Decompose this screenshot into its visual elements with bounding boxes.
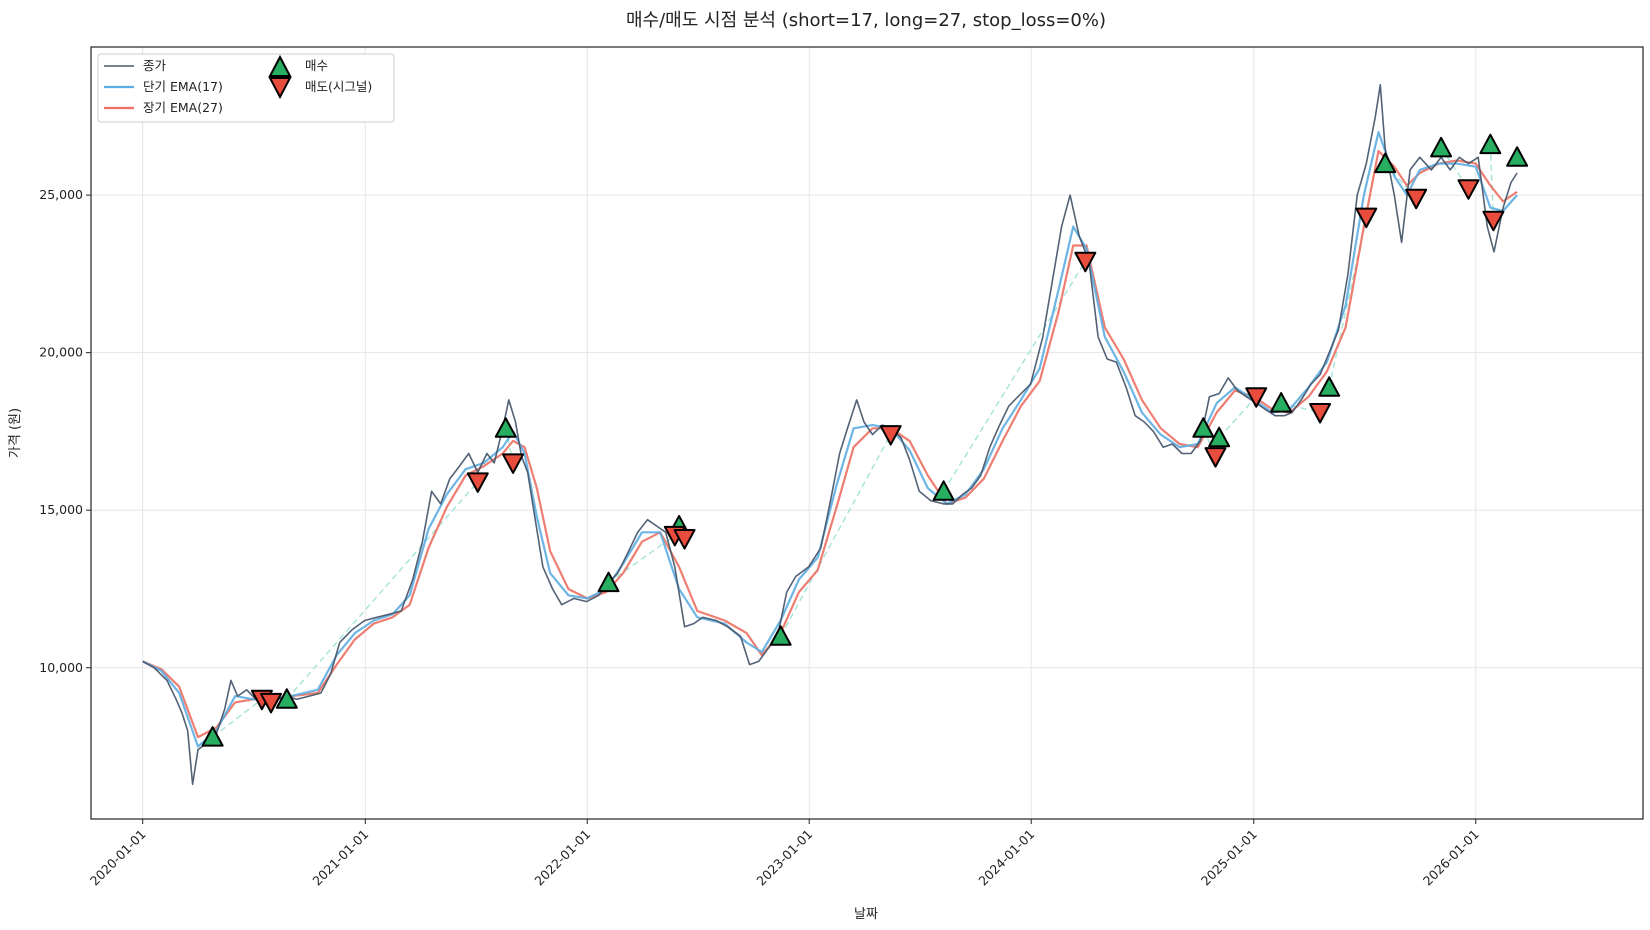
long-ema-line — [142, 149, 1518, 739]
plot-frame — [90, 46, 1644, 820]
legend-sell-marker-icon — [268, 77, 292, 100]
legend-buy-label: 매수 — [305, 58, 328, 73]
legend-sell-label: 매도(시그널) — [305, 79, 372, 94]
trade-link-line — [286, 481, 479, 700]
legend-long-ema-label: 장기 EMA(27) — [143, 100, 223, 115]
buy-marker — [275, 688, 298, 709]
x-tick-label: 2022-01-01 — [531, 827, 593, 889]
sell-marker — [466, 472, 489, 493]
trade-links — [212, 144, 1495, 738]
y-axis-label: 가격 (원) — [8, 408, 23, 458]
legend-close-label: 종가 — [143, 58, 167, 73]
trade-link-line — [780, 434, 892, 637]
legend-buy-marker-icon — [268, 54, 292, 77]
trade-markers — [201, 133, 1529, 747]
x-tick-label: 2023-01-01 — [753, 827, 815, 889]
trade-link-line — [943, 260, 1086, 492]
x-tick-label: 2021-01-01 — [309, 827, 371, 889]
buy-marker — [1192, 417, 1215, 438]
buy-marker — [1479, 133, 1502, 155]
close-line — [142, 84, 1518, 786]
sell-marker — [1204, 447, 1227, 468]
x-tick-label: 2024-01-01 — [975, 827, 1037, 889]
y-tick-label: 10,000 — [39, 660, 83, 675]
y-tick-label: 15,000 — [39, 502, 83, 517]
sell-marker — [1405, 188, 1428, 210]
buy-marker — [1430, 136, 1453, 158]
trade-link-line — [1384, 163, 1417, 199]
sell-marker — [1074, 251, 1097, 273]
buy-marker — [769, 625, 792, 646]
y-tick-label: 25,000 — [39, 187, 83, 202]
trade-link-line — [608, 534, 676, 584]
sell-marker — [1355, 207, 1378, 229]
x-tick-label: 2025-01-01 — [1198, 827, 1260, 889]
x-tick-label: 2026-01-01 — [1420, 827, 1482, 889]
buy-marker — [1374, 152, 1397, 174]
x-tick-label: 2020-01-01 — [87, 827, 149, 889]
buy-marker — [1270, 392, 1293, 413]
grid — [91, 47, 1643, 819]
sell-marker — [673, 529, 696, 550]
legend-box — [97, 53, 395, 123]
trade-link-line — [212, 698, 263, 738]
buy-marker — [1318, 376, 1341, 397]
y-axis-ticks: 10,000 15,000 20,000 25,000 — [39, 187, 91, 675]
legend: 종가 단기 EMA(17) 장기 EMA(27) 매수 매도(시그널) — [97, 53, 395, 123]
sell-marker — [1482, 210, 1505, 232]
sell-marker — [260, 692, 283, 714]
legend-short-ema-label: 단기 EMA(17) — [143, 79, 223, 94]
sell-marker — [1309, 403, 1332, 424]
buy-marker — [201, 726, 224, 747]
sell-marker — [1457, 179, 1480, 200]
chart-title: 매수/매도 시점 분석 (short=17, long=27, stop_los… — [626, 10, 1106, 31]
buy-marker — [932, 480, 955, 501]
sell-marker — [1245, 387, 1268, 408]
short-ema-line — [142, 131, 1518, 748]
buy-marker — [597, 571, 620, 593]
buy-marker — [494, 417, 517, 438]
x-axis-label: 날짜 — [854, 907, 878, 922]
buy-marker — [1208, 426, 1231, 448]
buy-marker — [1506, 146, 1529, 167]
price-lines — [142, 84, 1518, 786]
y-tick-label: 20,000 — [39, 345, 83, 360]
sell-marker — [879, 425, 902, 446]
sell-marker — [502, 453, 525, 474]
x-axis-ticks: 2020-01-01 2021-01-01 2022-01-01 2023-01-01… — [87, 819, 1482, 888]
